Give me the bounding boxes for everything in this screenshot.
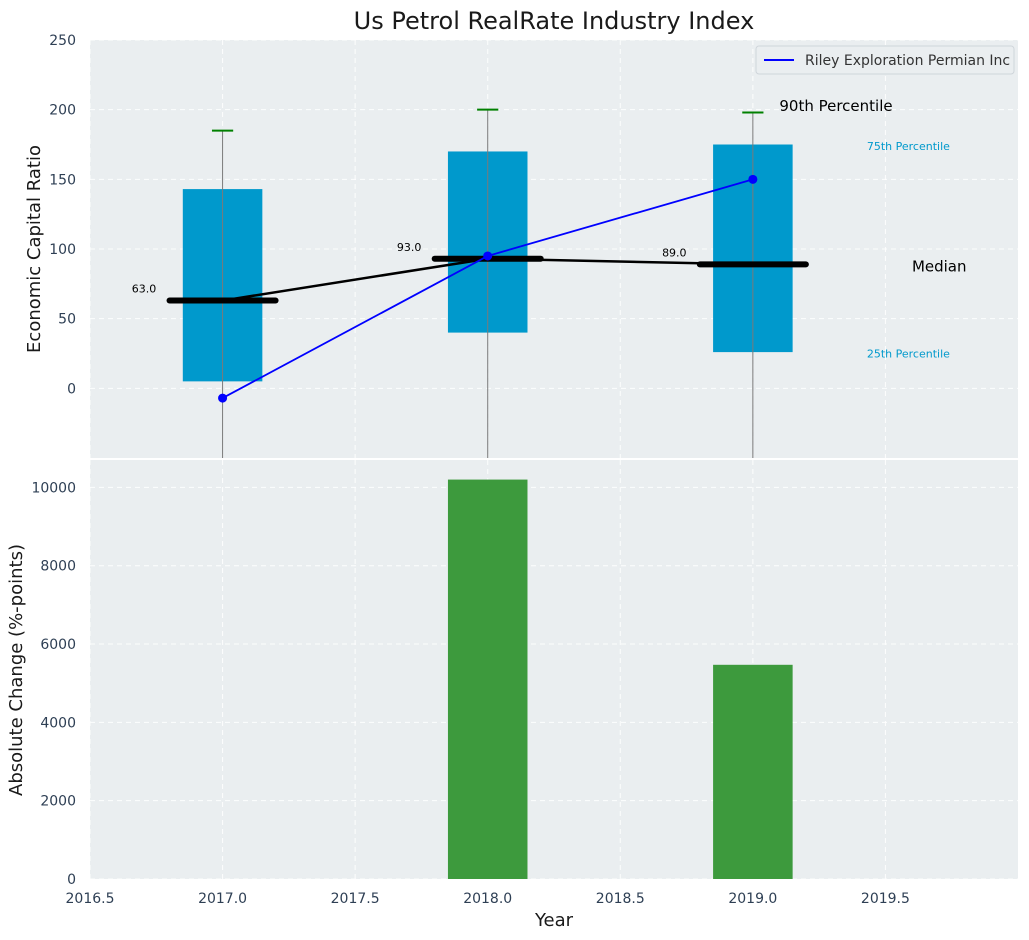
median-value-label: 63.0 xyxy=(132,283,157,296)
top-y-tick-label: 0 xyxy=(67,381,76,397)
x-tick-label: 2017.0 xyxy=(198,891,247,907)
x-tick-label: 2018.5 xyxy=(596,891,645,907)
top-panel: 63.0 93.0 89.0 90th Percentile 75th Percenti… xyxy=(24,33,1018,458)
company-point xyxy=(483,251,493,261)
median-annotation: Median xyxy=(912,257,967,275)
bottom-y-tick-label: 6000 xyxy=(40,637,76,653)
bottom-y-tick-label: 2000 xyxy=(40,794,76,810)
top-y-axis-title: Economic Capital Ratio xyxy=(24,145,45,353)
top-y-tick-label: 200 xyxy=(49,103,76,119)
legend: Riley Exploration Permian Inc xyxy=(755,45,1015,75)
legend-label: Riley Exploration Permian Inc xyxy=(805,53,1010,69)
top-y-tick-label: 50 xyxy=(58,312,76,328)
x-tick-label: 2019.5 xyxy=(861,891,910,907)
p25-annotation: 25th Percentile xyxy=(867,348,950,361)
x-tick-label: 2019.0 xyxy=(728,891,777,907)
top-y-tick-label: 250 xyxy=(49,33,76,49)
p90-annotation: 90th Percentile xyxy=(779,97,892,115)
company-point xyxy=(748,174,758,184)
top-y-tick-label: 100 xyxy=(49,242,76,258)
x-tick-label: 2018.0 xyxy=(463,891,512,907)
x-tick-label: 2016.5 xyxy=(66,891,115,907)
bottom-y-tick-label: 4000 xyxy=(40,715,76,731)
change-bar xyxy=(447,479,528,879)
bottom-y-axis-title: Absolute Change (%-points) xyxy=(6,544,27,796)
bottom-y-tick-label: 8000 xyxy=(40,559,76,575)
median-value-label: 89.0 xyxy=(662,246,687,259)
bottom-plot-area xyxy=(90,460,1018,879)
bottom-y-tick-label: 0 xyxy=(67,872,76,888)
change-bar xyxy=(713,664,793,879)
company-point xyxy=(218,393,228,403)
p75-annotation: 75th Percentile xyxy=(867,140,950,153)
chart-title: Us Petrol RealRate Industry Index xyxy=(354,7,755,35)
top-y-tick-label: 150 xyxy=(49,172,76,188)
x-tick-label: 2017.5 xyxy=(331,891,380,907)
x-axis-title: Year xyxy=(534,910,574,931)
median-value-label: 93.0 xyxy=(397,241,422,254)
bottom-panel: 0 2000 4000 6000 8000 10000 Absolute Change (… xyxy=(6,460,1018,888)
bottom-y-tick-label: 10000 xyxy=(31,480,76,496)
legend-box xyxy=(755,45,1015,75)
